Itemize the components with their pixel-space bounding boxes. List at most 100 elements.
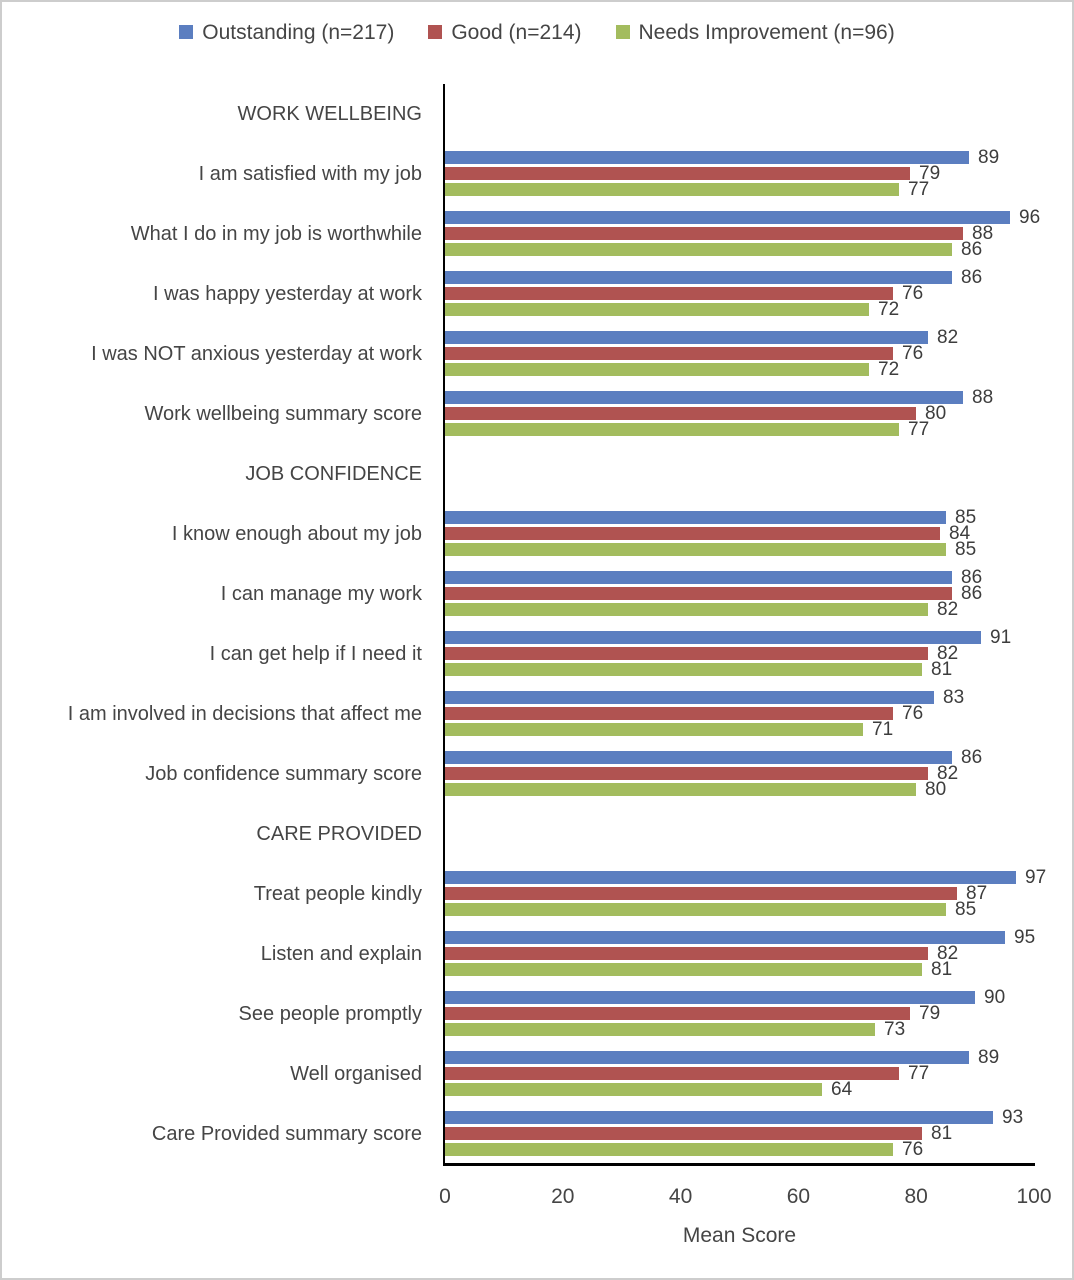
bar-line-outstanding: 88 xyxy=(445,388,993,407)
x-axis-tick-label: 40 xyxy=(668,1185,693,1208)
bar-line-good: 86 xyxy=(445,584,982,603)
bar-line-needs-improvement: 86 xyxy=(445,239,983,260)
bar-value-label: 86 xyxy=(961,747,983,768)
section-row: JOB CONFIDENCE xyxy=(2,444,1034,504)
bar-needs-improvement xyxy=(445,1083,822,1096)
bar-value-label: 81 xyxy=(931,1123,953,1144)
chart-rows: WORK WELLBEING I am satisfied with my job… xyxy=(2,84,1046,1164)
bar-group: 86 82 80 xyxy=(445,744,1034,804)
bar-value-label: 85 xyxy=(955,899,977,920)
bar-value-label: 86 xyxy=(961,239,983,260)
bar-line-needs-improvement: 81 xyxy=(445,659,953,680)
legend-label: Good (n=214) xyxy=(451,20,582,44)
bar-value-label: 73 xyxy=(884,1019,906,1040)
bar-value-label: 79 xyxy=(919,1003,941,1024)
bar-outstanding xyxy=(445,391,963,404)
category-row: Listen and explain 95 82 81 xyxy=(2,924,1035,984)
category-label: Treat people kindly xyxy=(253,883,422,905)
bar-line-good: 79 xyxy=(445,163,941,184)
bar-outstanding xyxy=(445,331,928,344)
category-label: I know enough about my job xyxy=(171,523,422,545)
bar-line-outstanding: 97 xyxy=(445,867,1047,888)
bar-value-label: 83 xyxy=(943,687,965,708)
bar-value-label: 96 xyxy=(1019,207,1041,228)
bar-value-label: 82 xyxy=(937,943,959,964)
section-label: JOB CONFIDENCE xyxy=(245,463,422,485)
bar-outstanding xyxy=(445,1051,969,1064)
bar-value-label: 86 xyxy=(961,567,983,588)
bar-value-label: 97 xyxy=(1025,867,1047,888)
bar-line-outstanding: 82 xyxy=(445,328,958,347)
category-label: I was happy yesterday at work xyxy=(152,283,422,305)
category-row: I was happy yesterday at work 86 76 72 xyxy=(2,264,1034,324)
bar-needs-improvement xyxy=(445,1143,893,1156)
bar-good xyxy=(445,587,952,600)
bar-value-label: 76 xyxy=(902,343,924,364)
section-label: WORK WELLBEING xyxy=(237,103,422,125)
bar-value-label: 77 xyxy=(908,1063,930,1084)
bar-outstanding xyxy=(445,211,1010,224)
bar-line-outstanding: 85 xyxy=(445,508,976,527)
bar-value-label: 80 xyxy=(925,403,947,424)
bar-line-outstanding: 91 xyxy=(445,628,1011,647)
bar-needs-improvement xyxy=(445,543,946,556)
bar-line-needs-improvement: 71 xyxy=(445,719,894,740)
bar-value-label: 71 xyxy=(872,719,894,740)
bar-outstanding xyxy=(445,571,952,584)
bar-good xyxy=(445,647,928,660)
bar-line-needs-improvement: 81 xyxy=(445,960,952,979)
bar-line-outstanding: 86 xyxy=(445,567,983,588)
bar-value-label: 64 xyxy=(831,1079,853,1100)
bar-group: 85 84 85 xyxy=(445,504,1034,564)
legend-item: Needs Improvement (n=96) xyxy=(615,20,895,44)
category-row: See people promptly 90 79 73 xyxy=(2,984,1034,1044)
category-row: Treat people kindly 97 87 85 xyxy=(2,864,1046,924)
bar-line-good: 76 xyxy=(445,704,923,723)
bar-needs-improvement xyxy=(445,723,863,736)
category-label: I am involved in decisions that affect m… xyxy=(67,703,422,725)
bar-value-label: 90 xyxy=(984,987,1006,1008)
bar-good xyxy=(445,167,910,180)
bar-needs-improvement xyxy=(445,303,869,316)
x-axis-tick-label: 80 xyxy=(904,1185,928,1208)
category-label: I am satisfied with my job xyxy=(198,163,422,185)
bar-good xyxy=(445,407,916,420)
bar-value-label: 81 xyxy=(931,659,953,680)
bar-line-good: 79 xyxy=(445,1003,941,1024)
bar-good xyxy=(445,1007,910,1020)
bar-value-label: 87 xyxy=(966,883,988,904)
category-label: I can manage my work xyxy=(220,583,422,605)
x-axis-title: Mean Score xyxy=(682,1224,797,1247)
bar-value-label: 72 xyxy=(878,299,900,320)
category-label: Job confidence summary score xyxy=(145,763,422,785)
x-axis-tick-label: 20 xyxy=(551,1185,575,1208)
bar-line-needs-improvement: 76 xyxy=(445,1140,923,1159)
bar-group: 93 81 76 xyxy=(445,1104,1034,1164)
chart-legend: Outstanding (n=217) Good (n=214) Needs Imp… xyxy=(2,15,1072,49)
bar-needs-improvement xyxy=(445,243,952,256)
bar-value-label: 76 xyxy=(902,283,924,304)
legend-label: Outstanding (n=217) xyxy=(202,20,395,44)
category-label: See people promptly xyxy=(238,1003,422,1025)
bar-needs-improvement xyxy=(445,183,899,196)
category-row: Job confidence summary score 86 82 80 xyxy=(2,744,1034,804)
bar-line-outstanding: 96 xyxy=(445,207,1041,228)
category-row: Care Provided summary score 93 81 76 xyxy=(2,1104,1034,1164)
bar-group: 83 76 71 xyxy=(445,684,1034,744)
legend-item: Good (n=214) xyxy=(428,20,582,44)
bar-line-good: 76 xyxy=(445,283,924,304)
bar-group: 82 76 72 xyxy=(445,324,1034,384)
bar-outstanding xyxy=(445,751,952,764)
bar-value-label: 77 xyxy=(908,179,930,200)
bar-value-label: 79 xyxy=(919,163,941,184)
bar-line-needs-improvement: 85 xyxy=(445,540,976,559)
bar-line-needs-improvement: 82 xyxy=(445,600,958,619)
bar-value-label: 88 xyxy=(972,223,994,244)
bar-good xyxy=(445,707,893,720)
bar-line-good: 84 xyxy=(445,524,970,543)
bar-group: 88 80 77 xyxy=(445,384,1034,444)
bar-line-outstanding: 95 xyxy=(445,928,1035,947)
legend-label: Needs Improvement (n=96) xyxy=(638,20,895,44)
bar-outstanding xyxy=(445,511,946,524)
bar-group: 90 79 73 xyxy=(445,984,1034,1044)
